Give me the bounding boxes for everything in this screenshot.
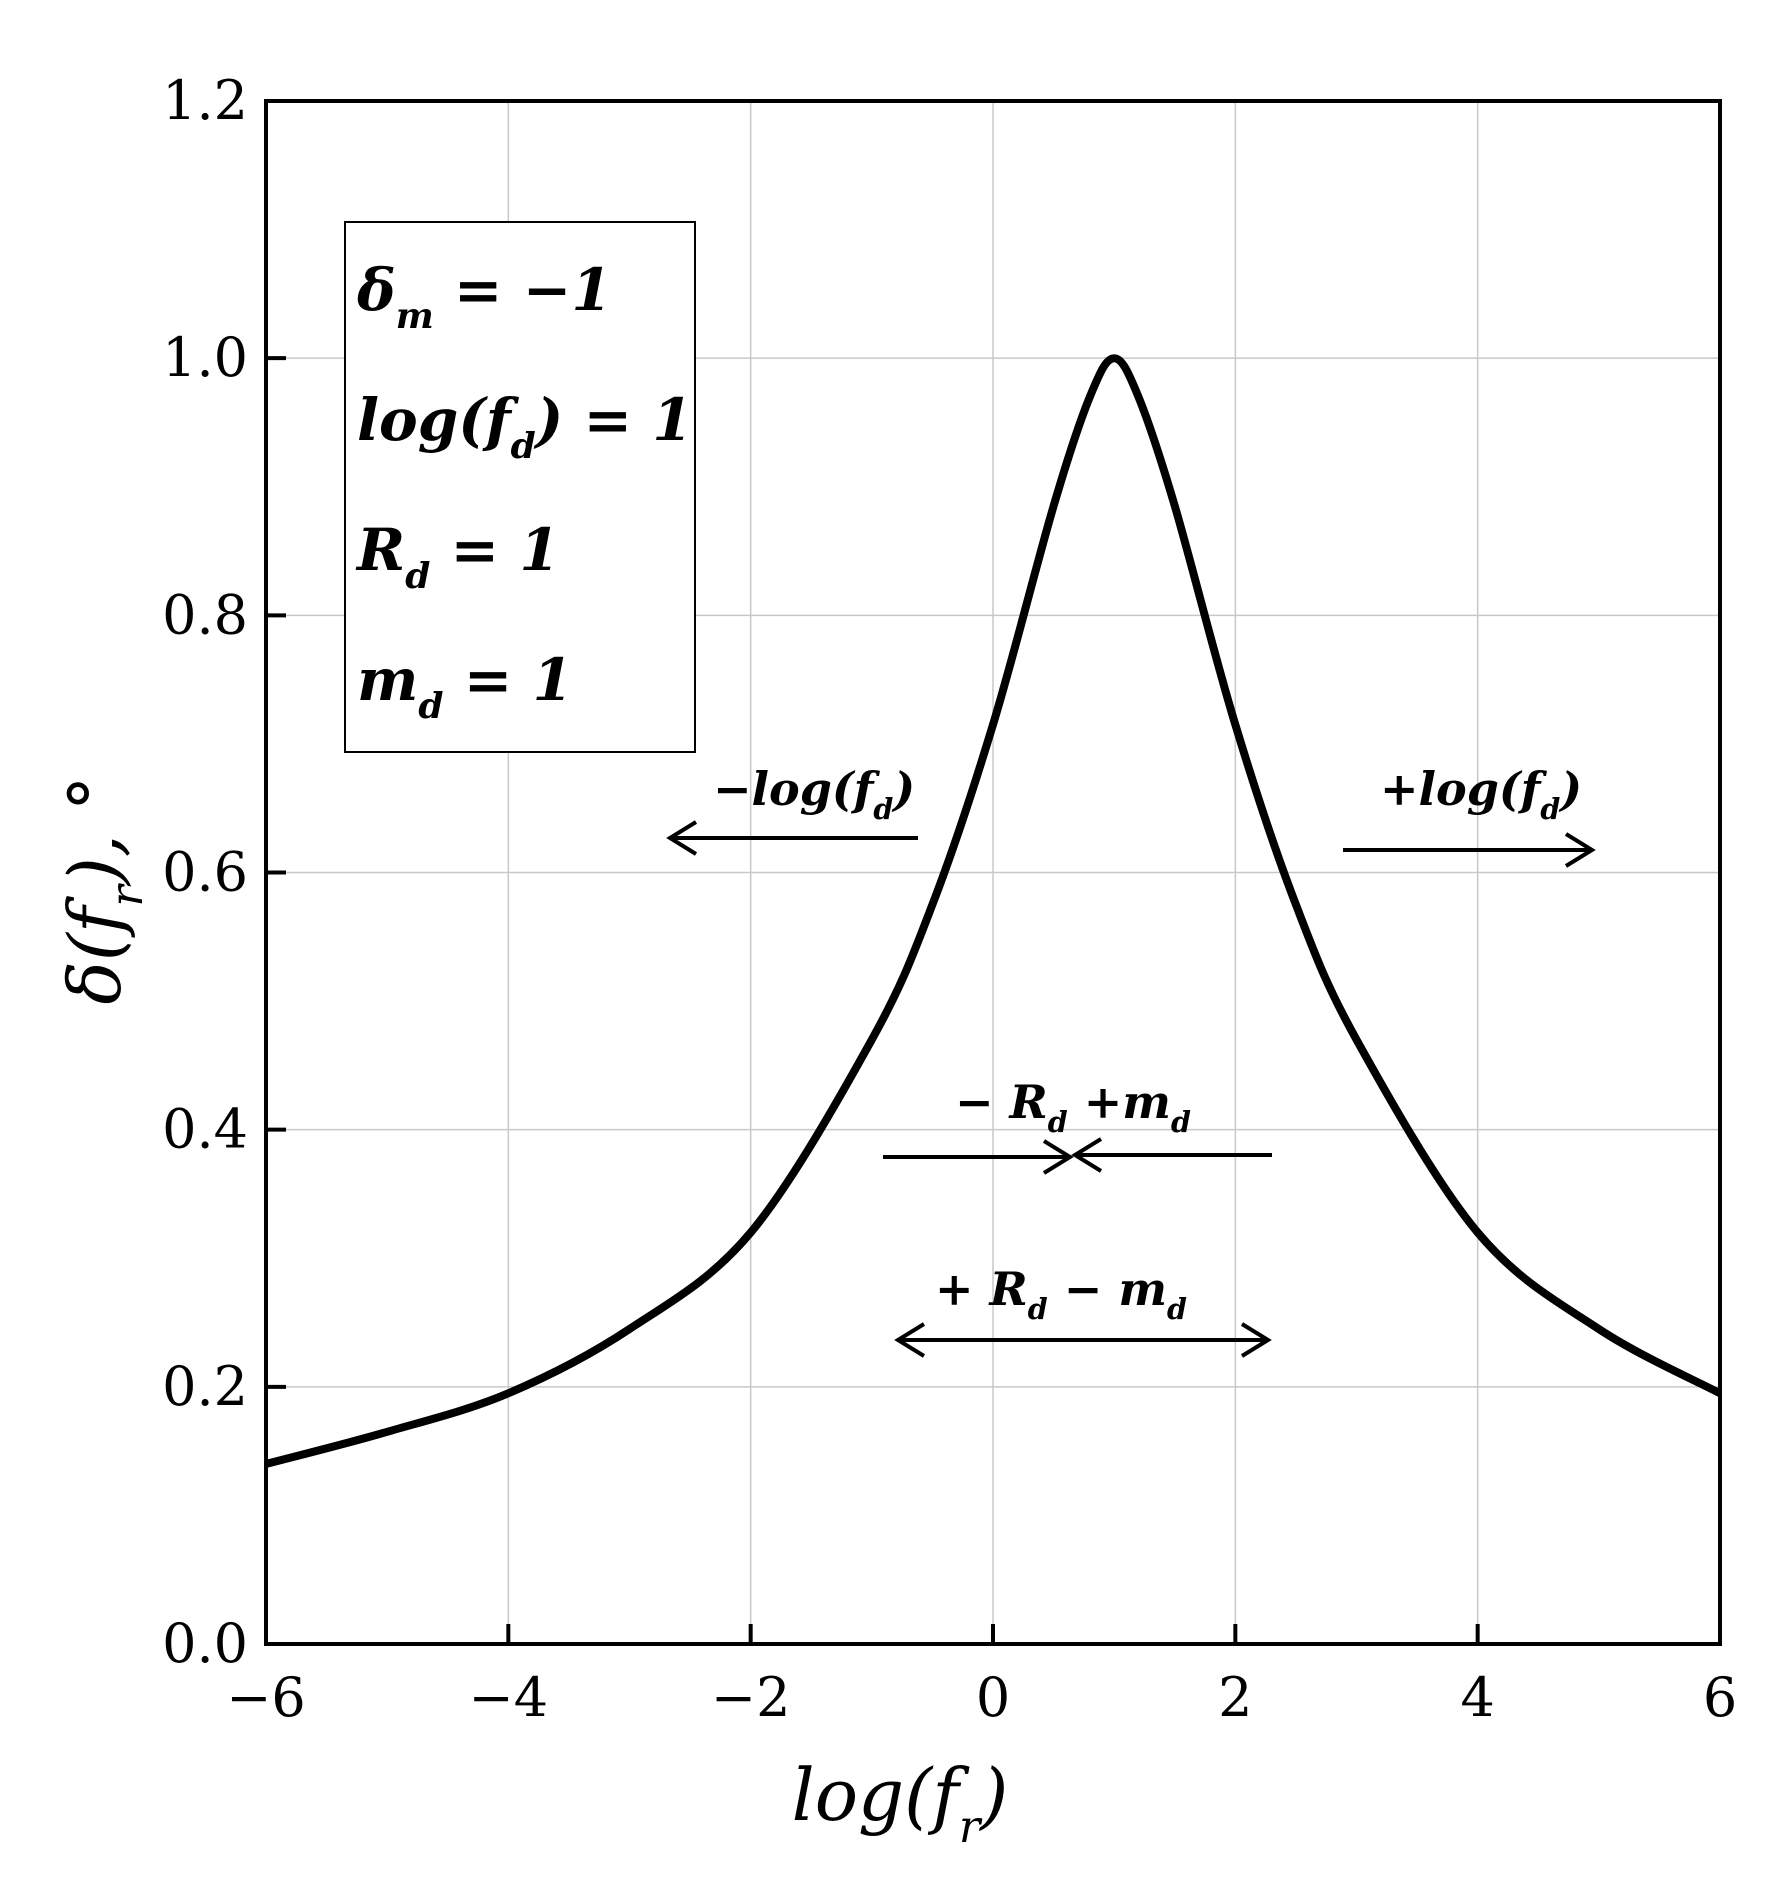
- x-tick-label: −6: [226, 1666, 306, 1729]
- annotation-narrow-label: − Rd +md: [955, 1075, 1191, 1139]
- y-tick-label: 0.4: [162, 1098, 248, 1161]
- y-tick-label: 1.0: [162, 326, 248, 389]
- x-tick-label: 4: [1460, 1666, 1494, 1729]
- parameter-box: δm = −1 log(fd) = 1 Rd = 1 md = 1: [344, 221, 696, 753]
- arrow-right-icon: [1343, 832, 1596, 868]
- annotation-widen-label: + Rd − md: [935, 1262, 1187, 1326]
- curve-layer: [264, 354, 1722, 1468]
- param-log-fd: log(fd) = 1: [357, 386, 693, 467]
- y-axis-label: δ(fr), °: [53, 775, 153, 1004]
- x-tick-label: −4: [469, 1666, 549, 1729]
- x-tick-label: −2: [711, 1666, 791, 1729]
- annotation-left-shift: −log(fd): [666, 762, 918, 856]
- annotation-narrow: − Rd +md: [883, 1075, 1272, 1175]
- parameter-box-frame: [344, 221, 696, 753]
- x-tick-label: 0: [976, 1666, 1010, 1729]
- annotation-right-shift-label: +log(fd): [1380, 762, 1582, 826]
- x-tick-label: 6: [1703, 1666, 1737, 1729]
- series-line: [264, 354, 1722, 1468]
- y-tick-label: 0.0: [162, 1612, 248, 1675]
- y-tick-label: 0.6: [162, 841, 248, 904]
- arrow-double-icon: [894, 1322, 1272, 1358]
- arrow-left-icon: [666, 820, 918, 856]
- x-axis-label: log(fr): [792, 1753, 1009, 1853]
- annotation-widen: + Rd − md: [894, 1262, 1272, 1358]
- y-tick-label: 1.2: [162, 69, 248, 132]
- y-tick-label: 0.8: [162, 583, 248, 646]
- param-delta-m: δm = −1: [356, 256, 612, 337]
- annotation-right-shift: +log(fd): [1343, 762, 1596, 868]
- x-tick-labels: −6 −4 −2 0 2 4 6: [226, 1666, 1737, 1729]
- annotation-left-shift-label: −log(fd): [713, 762, 915, 826]
- param-rd: Rd = 1: [355, 516, 560, 597]
- arrow-converge-icon: [883, 1137, 1272, 1175]
- y-tick-labels: 0.0 0.2 0.4 0.6 0.8 1.0 1.2: [162, 69, 248, 1675]
- axis-ticks: [266, 356, 1480, 1644]
- x-tick-label: 2: [1218, 1666, 1252, 1729]
- y-tick-label: 0.2: [162, 1355, 248, 1418]
- grid: [266, 101, 1720, 1644]
- param-md: md = 1: [357, 646, 573, 727]
